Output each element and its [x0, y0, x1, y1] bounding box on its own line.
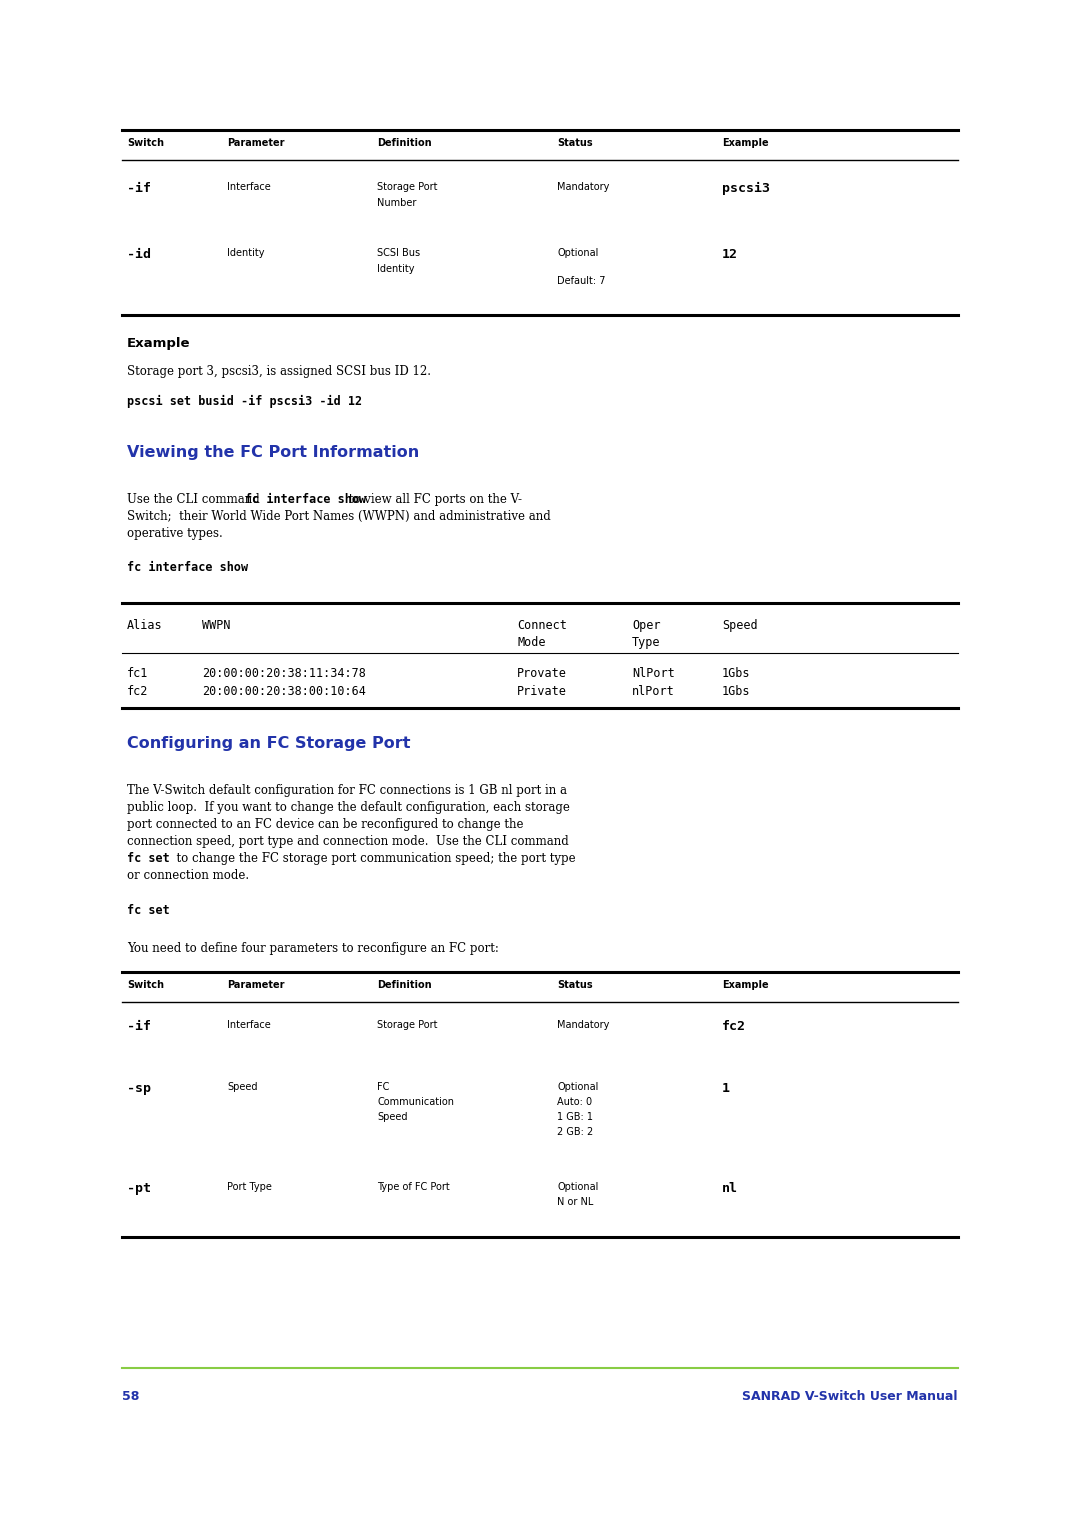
- Text: Identity: Identity: [377, 264, 415, 274]
- Text: Status: Status: [557, 979, 593, 990]
- Text: Type: Type: [632, 636, 661, 649]
- Text: nlPort: nlPort: [632, 685, 675, 698]
- Text: Identity: Identity: [227, 248, 265, 258]
- Text: FC: FC: [377, 1082, 390, 1093]
- Text: or connection mode.: or connection mode.: [127, 869, 249, 882]
- Text: Definition: Definition: [377, 138, 432, 148]
- Text: 1Gbs: 1Gbs: [723, 668, 751, 680]
- Text: Viewing the FC Port Information: Viewing the FC Port Information: [127, 445, 419, 460]
- Text: Private: Private: [517, 685, 567, 698]
- Text: -if: -if: [127, 1021, 151, 1033]
- Text: Type of FC Port: Type of FC Port: [377, 1183, 449, 1192]
- Text: Auto: 0: Auto: 0: [557, 1097, 592, 1106]
- Text: public loop.  If you want to change the default configuration, each storage: public loop. If you want to change the d…: [127, 801, 570, 814]
- Text: fc2: fc2: [127, 685, 148, 698]
- Text: 12: 12: [723, 248, 738, 261]
- Text: fc set: fc set: [127, 853, 170, 865]
- Text: Optional: Optional: [557, 1082, 598, 1093]
- Text: fc2: fc2: [723, 1021, 746, 1033]
- Text: Status: Status: [557, 138, 593, 148]
- Text: Speed: Speed: [377, 1112, 407, 1122]
- Text: -if: -if: [127, 182, 151, 196]
- Text: SANRAD V-Switch User Manual: SANRAD V-Switch User Manual: [743, 1390, 958, 1403]
- Text: connection speed, port type and connection mode.  Use the CLI command: connection speed, port type and connecti…: [127, 834, 569, 848]
- Text: SCSI Bus: SCSI Bus: [377, 248, 420, 258]
- Text: N or NL: N or NL: [557, 1196, 593, 1207]
- Text: Mandatory: Mandatory: [557, 1021, 609, 1030]
- Text: 58: 58: [122, 1390, 139, 1403]
- Text: Speed: Speed: [723, 619, 758, 633]
- Text: Storage port 3, pscsi3, is assigned SCSI bus ID 12.: Storage port 3, pscsi3, is assigned SCSI…: [127, 365, 431, 377]
- Text: nl: nl: [723, 1183, 738, 1195]
- Text: 20:00:00:20:38:11:34:78: 20:00:00:20:38:11:34:78: [202, 668, 366, 680]
- Text: fc interface show: fc interface show: [127, 561, 248, 575]
- Text: port connected to an FC device can be reconfigured to change the: port connected to an FC device can be re…: [127, 817, 524, 831]
- Text: to change the FC storage port communication speed; the port type: to change the FC storage port communicat…: [168, 853, 576, 865]
- Text: Provate: Provate: [517, 668, 567, 680]
- Text: Switch: Switch: [127, 138, 164, 148]
- Text: fc interface show: fc interface show: [245, 494, 366, 506]
- Text: Oper: Oper: [632, 619, 661, 633]
- Text: Parameter: Parameter: [227, 138, 284, 148]
- Text: You need to define four parameters to reconfigure an FC port:: You need to define four parameters to re…: [127, 941, 499, 955]
- Text: Definition: Definition: [377, 979, 432, 990]
- Text: Example: Example: [127, 338, 190, 350]
- Text: Mandatory: Mandatory: [557, 182, 609, 193]
- Text: Connect: Connect: [517, 619, 567, 633]
- Text: 1 GB: 1: 1 GB: 1: [557, 1112, 593, 1122]
- Text: pscsi3: pscsi3: [723, 182, 770, 196]
- Text: -id: -id: [127, 248, 151, 261]
- Text: Default: 7: Default: 7: [557, 277, 606, 286]
- Text: Interface: Interface: [227, 182, 271, 193]
- Text: Example: Example: [723, 138, 769, 148]
- Text: Port Type: Port Type: [227, 1183, 272, 1192]
- Text: NlPort: NlPort: [632, 668, 675, 680]
- Text: Optional: Optional: [557, 248, 598, 258]
- Text: fc1: fc1: [127, 668, 148, 680]
- Text: -sp: -sp: [127, 1082, 151, 1096]
- Text: Speed: Speed: [227, 1082, 257, 1093]
- Text: Alias: Alias: [127, 619, 163, 633]
- Text: Configuring an FC Storage Port: Configuring an FC Storage Port: [127, 736, 410, 750]
- Text: 2 GB: 2: 2 GB: 2: [557, 1128, 593, 1137]
- Text: Communication: Communication: [377, 1097, 454, 1106]
- Text: Switch: Switch: [127, 979, 164, 990]
- Text: Mode: Mode: [517, 636, 545, 649]
- Text: to view all FC ports on the V-: to view all FC ports on the V-: [345, 494, 522, 506]
- Text: Storage Port: Storage Port: [377, 182, 437, 193]
- Text: Switch;  their World Wide Port Names (WWPN) and administrative and: Switch; their World Wide Port Names (WWP…: [127, 510, 551, 523]
- Text: Use the CLI command: Use the CLI command: [127, 494, 264, 506]
- Text: Interface: Interface: [227, 1021, 271, 1030]
- Text: pscsi set busid -if pscsi3 -id 12: pscsi set busid -if pscsi3 -id 12: [127, 396, 362, 408]
- Text: fc set: fc set: [127, 905, 170, 917]
- Text: Optional: Optional: [557, 1183, 598, 1192]
- Text: 20:00:00:20:38:00:10:64: 20:00:00:20:38:00:10:64: [202, 685, 366, 698]
- Text: Storage Port: Storage Port: [377, 1021, 437, 1030]
- Text: -pt: -pt: [127, 1183, 151, 1195]
- Text: operative types.: operative types.: [127, 527, 222, 539]
- Text: Number: Number: [377, 199, 417, 208]
- Text: WWPN: WWPN: [202, 619, 230, 633]
- Text: 1Gbs: 1Gbs: [723, 685, 751, 698]
- Text: 1: 1: [723, 1082, 730, 1096]
- Text: The V-Switch default configuration for FC connections is 1 GB nl port in a: The V-Switch default configuration for F…: [127, 784, 567, 798]
- Text: Parameter: Parameter: [227, 979, 284, 990]
- Text: Example: Example: [723, 979, 769, 990]
